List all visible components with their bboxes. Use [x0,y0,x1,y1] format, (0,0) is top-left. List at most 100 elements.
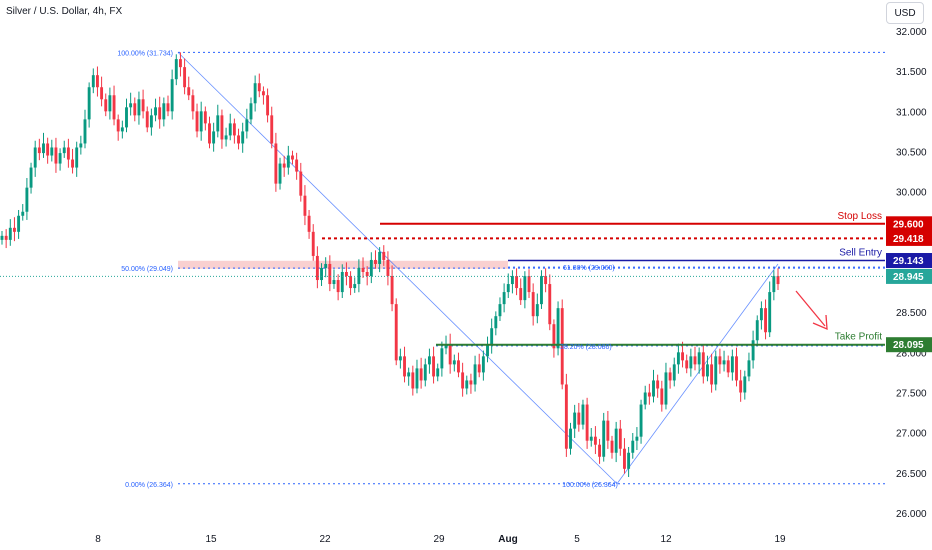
candle-body [8,227,12,240]
candle-body [369,259,373,277]
candle-body [432,356,436,377]
fib-trend-line-down [177,52,618,485]
fib-label-top: 100.00% (31.734) [117,50,173,57]
candle-body [33,147,37,168]
candle-body [639,404,643,437]
candle-body [726,360,730,373]
fib-label-ext-618: 61.80% (29.060) [563,265,615,272]
candle-body [768,292,772,333]
candle-body [216,115,220,132]
time-tick-label: 8 [95,534,101,545]
candle-body [208,123,211,144]
candle-body [739,380,743,393]
time-axis[interactable]: 8 15 22 29 Aug 5 12 19 [95,534,786,545]
candle-body [548,284,552,325]
candle-body [241,131,245,144]
candle-body [710,364,714,385]
candle-body [257,83,261,92]
candle-body [224,135,228,140]
candle-body [652,380,655,397]
price-tick-label: 28.000 [896,348,927,359]
candle-body [681,352,685,361]
candle-body [490,328,494,345]
candle-body [79,143,83,148]
candle-body [569,428,572,449]
candle-body [560,308,564,385]
candle-body [552,324,556,349]
projection-arrow-head [812,314,828,331]
candle-body [249,103,253,120]
fib-trend-line-up [616,263,779,484]
candle-body [407,372,411,377]
candle-body [21,211,25,216]
candle-body [606,420,610,441]
candle-body [510,276,514,285]
candle-body [685,360,689,369]
sell-entry-price: 29.143 [893,256,924,267]
candle-body [104,99,108,112]
dotted-level-price-badge: 29.418 [886,230,932,246]
candle-body [220,115,224,140]
take-profit-price: 28.095 [893,340,924,351]
candle-body [722,360,726,365]
sell-entry-price-badge: 29.143 [886,253,932,269]
candle-body [145,111,149,128]
candle-body [66,147,70,160]
candle-body [635,436,639,441]
resistance-zone [178,260,508,269]
candle-body [349,276,353,289]
candle-body [4,235,8,240]
candle-body [747,360,751,377]
candle-body [112,95,116,120]
candle-body [95,75,99,88]
candle-body [199,111,203,132]
candle-body [212,131,216,144]
candle-body [378,251,382,264]
candle-body [647,392,651,397]
candle-body [660,388,664,405]
candle-body [718,356,722,365]
candle-body [299,171,303,196]
currency-button[interactable]: USD [886,2,924,24]
candle-body [228,123,232,136]
candle-body [116,119,120,132]
time-tick-label: 22 [319,534,331,545]
candlestick-series [0,52,780,478]
candle-body [274,143,278,184]
fib-label-bottom: 0.00% (26.364) [125,482,173,489]
current-price-badge: 28.945 [886,268,932,284]
candle-body [187,87,191,96]
candle-body [706,364,709,377]
candle-body [452,360,456,365]
candle-body [664,372,668,405]
candle-body [398,356,402,361]
price-tick-label: 31.500 [896,67,927,78]
time-tick-label: 12 [660,534,672,545]
time-tick-label: 29 [433,534,445,545]
candle-body [336,280,340,293]
candle-body [564,384,568,449]
candle-body [610,440,614,453]
candle-body [353,284,357,289]
candle-body [689,356,693,369]
price-tick-label: 28.500 [896,308,927,319]
candle-body [382,251,386,260]
candle-body [17,215,21,232]
candle-body [361,267,365,272]
candle-body [457,360,460,373]
candle-body [42,143,45,154]
price-tick-label: 30.500 [896,148,927,159]
projection-arrow-shaft [795,290,826,327]
candle-body [386,259,390,277]
candle-body [191,95,195,112]
stop-loss-label: Stop Loss [838,211,882,222]
candle-body [494,316,498,329]
candle-body [631,440,635,453]
candle-body [137,99,141,116]
chart-title: Silver / U.S. Dollar, 4h, FX [6,6,123,17]
candle-body [593,436,597,445]
candle-body [37,147,41,154]
candle-body [311,231,315,256]
candle-body [585,404,589,441]
